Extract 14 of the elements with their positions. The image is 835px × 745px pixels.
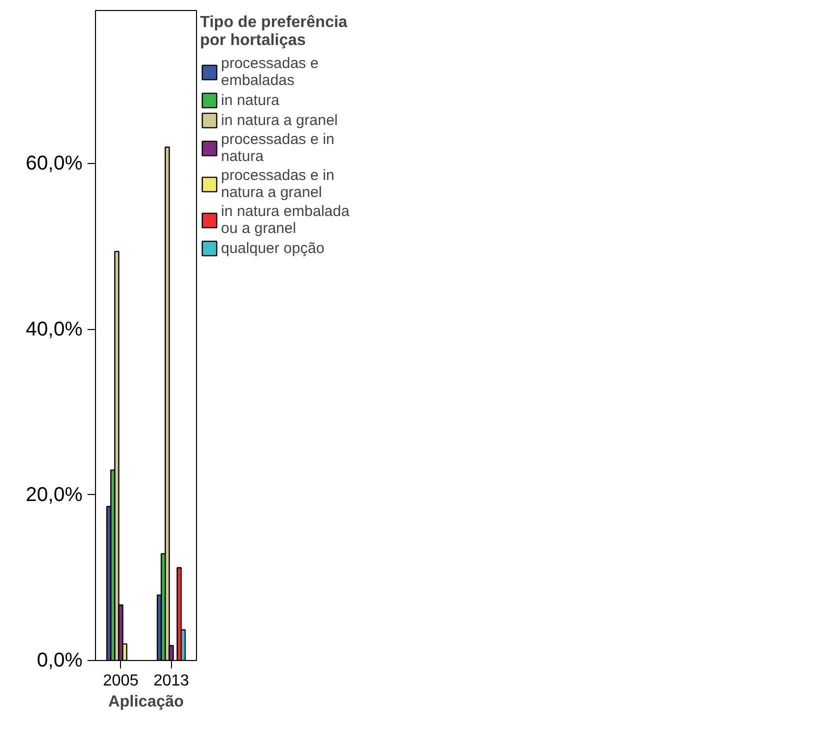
y-tick-label: 0,0%: [36, 650, 83, 672]
legend-title: Tipo de preferência por hortaliças: [200, 14, 348, 50]
legend-label: in natura a granel: [221, 112, 338, 128]
y-tick-label: 60,0%: [26, 152, 83, 175]
legend-label: in natura: [221, 92, 280, 108]
y-tick-label: 40,0%: [26, 318, 83, 340]
bar: [164, 146, 170, 660]
x-tick-label: 2013: [153, 672, 190, 690]
y-tick-label: 20,0%: [26, 484, 83, 506]
bar: [114, 250, 120, 660]
x-tick-label: 2005: [102, 672, 139, 690]
legend-label: qualquer opção: [221, 240, 324, 256]
x-axis-title: Aplicação: [108, 694, 184, 710]
bar: [176, 567, 182, 660]
